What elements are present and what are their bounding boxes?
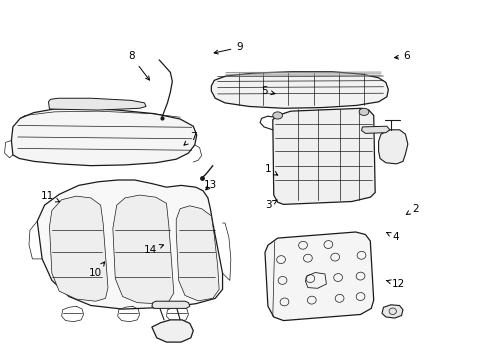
Text: 14: 14 <box>143 244 163 255</box>
Circle shape <box>358 108 368 116</box>
Polygon shape <box>381 305 402 318</box>
Text: 3: 3 <box>265 200 277 210</box>
Text: 8: 8 <box>128 51 149 80</box>
Polygon shape <box>49 196 108 301</box>
Polygon shape <box>361 126 389 134</box>
Text: 2: 2 <box>406 204 418 215</box>
Text: 11: 11 <box>41 191 60 202</box>
Text: 10: 10 <box>89 262 104 278</box>
Text: 5: 5 <box>260 86 274 96</box>
Text: 13: 13 <box>203 180 217 190</box>
Polygon shape <box>176 206 219 301</box>
Text: 7: 7 <box>183 132 196 145</box>
Polygon shape <box>37 180 222 309</box>
Text: 6: 6 <box>394 51 409 61</box>
Text: 1: 1 <box>264 164 277 175</box>
Polygon shape <box>113 195 173 304</box>
Polygon shape <box>264 232 373 320</box>
Polygon shape <box>152 301 189 309</box>
Text: 12: 12 <box>386 279 405 289</box>
Text: 9: 9 <box>214 42 243 54</box>
Polygon shape <box>11 108 196 166</box>
Polygon shape <box>272 108 374 204</box>
Circle shape <box>272 112 282 119</box>
Polygon shape <box>48 98 146 110</box>
Polygon shape <box>378 130 407 164</box>
Polygon shape <box>211 72 387 108</box>
Polygon shape <box>152 320 193 342</box>
Text: 4: 4 <box>386 232 398 242</box>
